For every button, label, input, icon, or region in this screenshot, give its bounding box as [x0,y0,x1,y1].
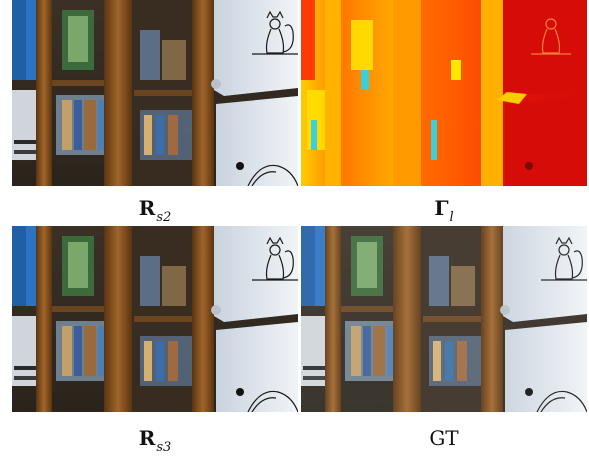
rs2-photo [12,0,298,186]
caption-gt: GT [429,426,459,450]
image-panel-rs2 [12,0,298,186]
gt-photo [301,226,587,412]
caption-rs2: Rs2 [138,196,172,225]
image-panel-gamma-l [301,0,587,186]
gamma-l-heatmap [301,0,587,186]
rs3-photo [12,226,298,412]
image-panel-rs3 [12,226,298,412]
caption-gamma-l: Γl [434,196,454,225]
image-panel-gt [301,226,587,412]
caption-rs3: Rs3 [138,426,172,455]
